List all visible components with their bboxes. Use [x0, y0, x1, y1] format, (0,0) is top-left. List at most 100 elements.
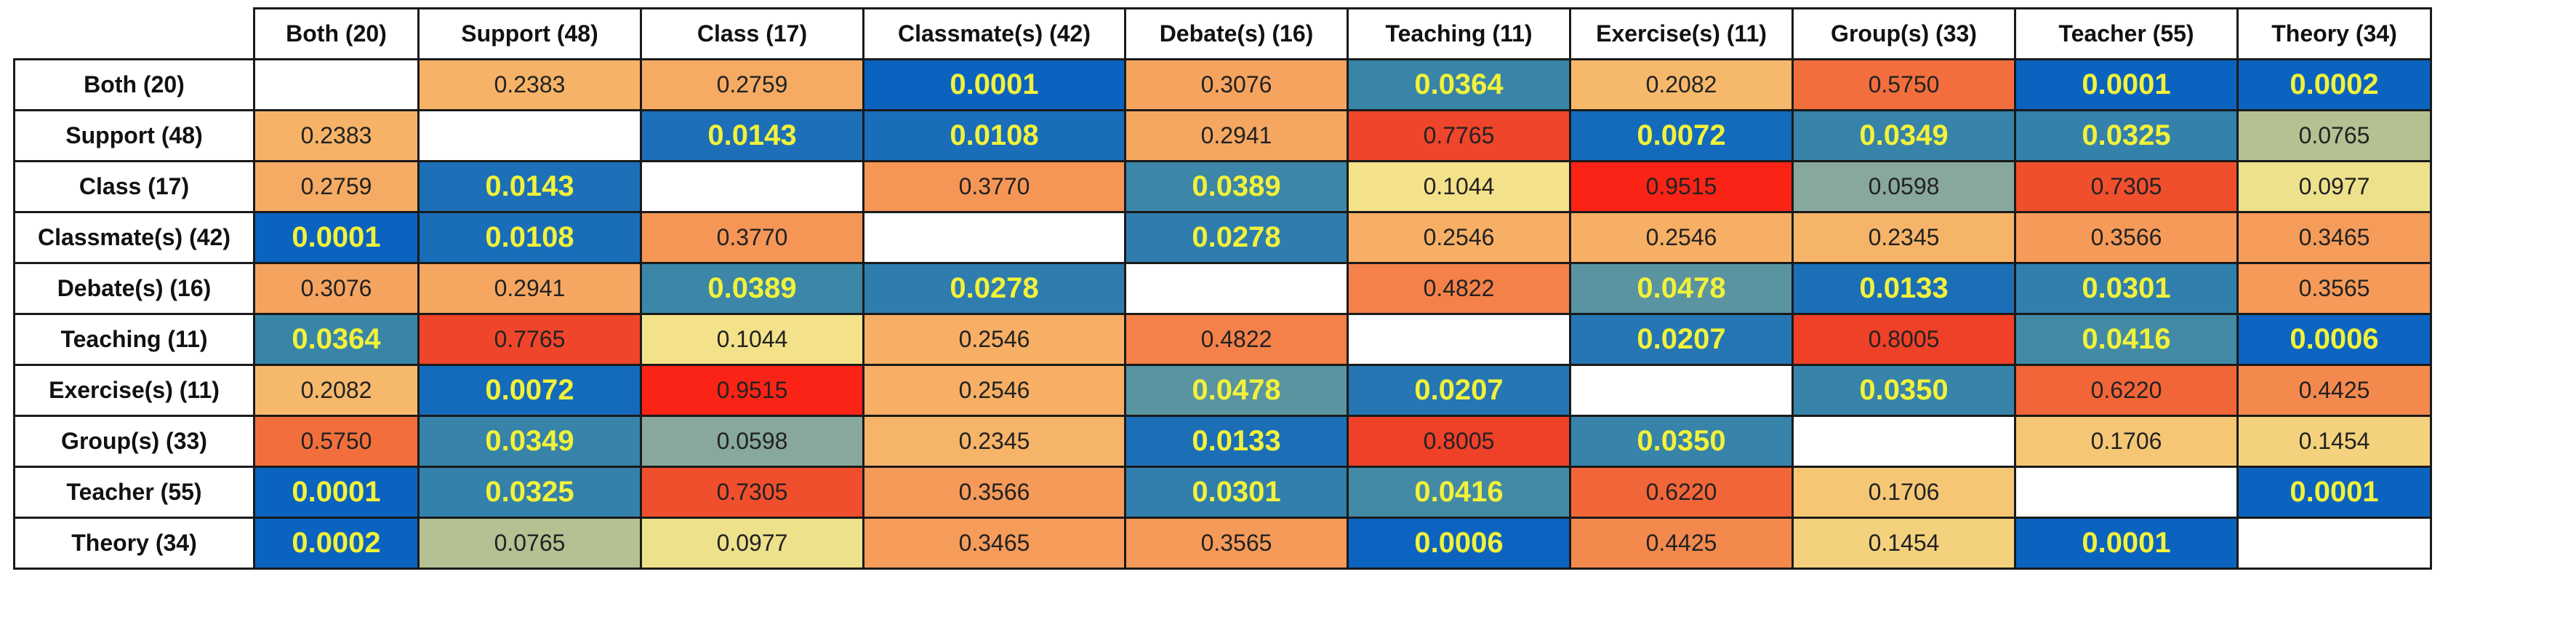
diagonal-cell: [862, 211, 1126, 264]
heatmap-cell: 0.0301: [2014, 262, 2239, 315]
row-header: Classmate(s) (42): [13, 211, 255, 264]
diagonal-cell: [1347, 313, 1571, 366]
heatmap-cell: 0.2345: [862, 415, 1126, 468]
heatmap-cell: 0.0416: [1347, 466, 1571, 519]
heatmap-cell: 0.3076: [1124, 58, 1349, 111]
heatmap-cell: 0.0072: [417, 364, 642, 417]
row-header: Theory (34): [13, 517, 255, 570]
heatmap-cell: 0.1044: [640, 313, 864, 366]
heatmap-cell: 0.4822: [1347, 262, 1571, 315]
matrix-row: Exercise(s) (11) 0.2082 0.0072 0.9515 0.2546…: [13, 364, 2432, 417]
heatmap-cell: 0.0072: [1569, 109, 1794, 162]
heatmap-cell: 0.3076: [253, 262, 420, 315]
heatmap-cell: 0.2383: [253, 109, 420, 162]
diagonal-cell: [640, 160, 864, 213]
column-header: Theory (34): [2236, 7, 2432, 60]
heatmap-cell: 0.4822: [1124, 313, 1349, 366]
column-header-row: Both (20) Support (48) Class (17) Classmate…: [14, 7, 2432, 60]
heatmap-cell: 0.6220: [1569, 466, 1794, 519]
heatmap-cell: 0.0133: [1124, 415, 1349, 468]
heatmap-cell: 0.6220: [2014, 364, 2239, 417]
row-header: Teacher (55): [13, 466, 255, 519]
heatmap-cell: 0.0143: [417, 160, 642, 213]
heatmap-cell: 0.0349: [1791, 109, 2016, 162]
heatmap-cell: 0.2759: [640, 58, 864, 111]
heatmap-cell: 0.1044: [1347, 160, 1571, 213]
heatmap-cell: 0.0278: [862, 262, 1126, 315]
heatmap-cell: 0.3566: [862, 466, 1126, 519]
heatmap-cell: 0.0478: [1124, 364, 1349, 417]
row-header: Both (20): [13, 58, 255, 111]
heatmap-cell: 0.0389: [1124, 160, 1349, 213]
heatmap-cell: 0.2941: [417, 262, 642, 315]
heatmap-cell: 0.8005: [1791, 313, 2016, 366]
heatmap-cell: 0.3770: [862, 160, 1126, 213]
heatmap-cell: 0.0108: [417, 211, 642, 264]
column-header: Class (17): [640, 7, 864, 60]
heatmap-cell: 0.0001: [2014, 58, 2239, 111]
heatmap-cell: 0.0001: [2014, 517, 2239, 570]
heatmap-cell: 0.0001: [862, 58, 1126, 111]
heatmap-cell: 0.0001: [253, 466, 420, 519]
heatmap-cell: 0.0001: [253, 211, 420, 264]
heatmap-cell: 0.0765: [417, 517, 642, 570]
row-header: Support (48): [13, 109, 255, 162]
heatmap-cell: 0.0977: [640, 517, 864, 570]
heatmap-cell: 0.0350: [1791, 364, 2016, 417]
heatmap-cell: 0.7305: [640, 466, 864, 519]
heatmap-cell: 0.0325: [417, 466, 642, 519]
heatmap-cell: 0.1706: [1791, 466, 2016, 519]
column-header: Classmate(s) (42): [862, 7, 1126, 60]
diagonal-cell: [2236, 517, 2432, 570]
heatmap-cell: 0.2546: [862, 364, 1126, 417]
heatmap-cell: 0.2546: [1569, 211, 1794, 264]
heatmap-cell: 0.9515: [640, 364, 864, 417]
matrix-row: Class (17) 0.2759 0.0143 0.3770 0.0389 0.1044…: [13, 160, 2432, 213]
column-header: Group(s) (33): [1791, 7, 2016, 60]
column-header: Exercise(s) (11): [1569, 7, 1794, 60]
heatmap-cell: 0.1454: [2236, 415, 2432, 468]
heatmap-cell: 0.0598: [640, 415, 864, 468]
heatmap-cell: 0.0598: [1791, 160, 2016, 213]
heatmap-cell: 0.0364: [253, 313, 420, 366]
heatmap-cell: 0.0301: [1124, 466, 1349, 519]
heatmap-cell: 0.0006: [2236, 313, 2432, 366]
diagonal-cell: [1124, 262, 1349, 315]
heatmap-cell: 0.8005: [1347, 415, 1571, 468]
heatmap-cell: 0.0108: [862, 109, 1126, 162]
matrix-row: Teacher (55) 0.0001 0.0325 0.7305 0.3566 0.03…: [13, 466, 2432, 519]
row-header: Class (17): [13, 160, 255, 213]
heatmap-cell: 0.2082: [1569, 58, 1794, 111]
heatmap-cell: 0.0325: [2014, 109, 2239, 162]
heatmap-cell: 0.0207: [1347, 364, 1571, 417]
heatmap-cell: 0.0133: [1791, 262, 2016, 315]
matrix-row: Group(s) (33) 0.5750 0.0349 0.0598 0.2345 0.0…: [13, 415, 2432, 468]
heatmap-cell: 0.2345: [1791, 211, 2016, 264]
heatmap-cell: 0.0278: [1124, 211, 1349, 264]
matrix-body: Both (20) 0.2383 0.2759 0.0001 0.3076 0.0364 0…: [13, 58, 2432, 570]
diagonal-cell: [1569, 364, 1794, 417]
heatmap-cell: 0.9515: [1569, 160, 1794, 213]
heatmap-cell: 0.7765: [417, 313, 642, 366]
heatmap-cell: 0.0143: [640, 109, 864, 162]
heatmap-cell: 0.5750: [1791, 58, 2016, 111]
heatmap-cell: 0.5750: [253, 415, 420, 468]
heatmap-cell: 0.2546: [1347, 211, 1571, 264]
matrix-row: Both (20) 0.2383 0.2759 0.0001 0.3076 0.0364 0…: [13, 58, 2432, 111]
heatmap-cell: 0.0416: [2014, 313, 2239, 366]
column-header: Teacher (55): [2014, 7, 2239, 60]
heatmap-cell: 0.4425: [1569, 517, 1794, 570]
heatmap-cell: 0.3565: [2236, 262, 2432, 315]
heatmap-cell: 0.0977: [2236, 160, 2432, 213]
heatmap-cell: 0.0002: [253, 517, 420, 570]
column-header: Support (48): [417, 7, 642, 60]
diagonal-cell: [417, 109, 642, 162]
heatmap-cell: 0.2546: [862, 313, 1126, 366]
heatmap-cell: 0.4425: [2236, 364, 2432, 417]
heatmap-cell: 0.0765: [2236, 109, 2432, 162]
matrix-row: Debate(s) (16) 0.3076 0.2941 0.0389 0.0278 0.…: [13, 262, 2432, 315]
heatmap-cell: 0.0364: [1347, 58, 1571, 111]
heatmap-cell: 0.0478: [1569, 262, 1794, 315]
diagonal-cell: [2014, 466, 2239, 519]
heatmap-cell: 0.2383: [417, 58, 642, 111]
